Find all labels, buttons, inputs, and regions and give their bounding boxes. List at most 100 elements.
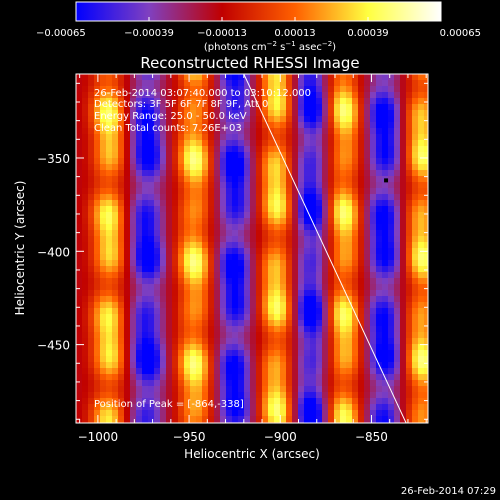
- heatmap-cell: [190, 416, 197, 423]
- heatmap-cell: [136, 236, 143, 243]
- heatmap-cell: [346, 404, 353, 411]
- heatmap-cell: [358, 290, 365, 297]
- heatmap-cell: [94, 164, 101, 171]
- heatmap-cell: [88, 356, 95, 363]
- heatmap-cell: [280, 182, 287, 189]
- heatmap-cell: [412, 122, 419, 129]
- heatmap-cell: [268, 392, 275, 399]
- heatmap-cell: [424, 206, 428, 213]
- heatmap-cell: [262, 254, 269, 261]
- heatmap-cell: [394, 386, 401, 393]
- heatmap-cell: [394, 74, 401, 81]
- heatmap-cell: [382, 254, 389, 261]
- heatmap-cell: [172, 146, 179, 153]
- heatmap-cell: [412, 236, 419, 243]
- heatmap-cell: [340, 146, 347, 153]
- heatmap-cell: [124, 122, 131, 129]
- heatmap-cell: [208, 224, 215, 231]
- heatmap-cell: [202, 296, 209, 303]
- heatmap-cell: [346, 272, 353, 279]
- heatmap-cell: [250, 218, 257, 225]
- heatmap-cell: [310, 110, 317, 117]
- heatmap-cell: [262, 206, 269, 213]
- y-tick-label: −450: [37, 339, 70, 353]
- heatmap-cell: [256, 140, 263, 147]
- heatmap-cell: [178, 296, 185, 303]
- heatmap-cell: [118, 404, 125, 411]
- heatmap-cell: [382, 260, 389, 267]
- heatmap-cell: [130, 260, 137, 267]
- heatmap-cell: [280, 266, 287, 273]
- heatmap-cell: [130, 248, 137, 255]
- heatmap-cell: [292, 212, 299, 219]
- heatmap-cell: [382, 116, 389, 123]
- heatmap-cell: [340, 206, 347, 213]
- heatmap-cell: [160, 416, 167, 423]
- heatmap-cell: [256, 332, 263, 339]
- heatmap-cell: [118, 158, 125, 165]
- heatmap-cell: [178, 86, 185, 93]
- heatmap-cell: [166, 362, 173, 369]
- heatmap-cell: [274, 404, 281, 411]
- heatmap-cell: [154, 122, 161, 129]
- heatmap-cell: [418, 224, 425, 231]
- heatmap-cell: [238, 398, 245, 405]
- heatmap-cell: [148, 266, 155, 273]
- heatmap-cell: [124, 278, 131, 285]
- heatmap-cell: [424, 182, 428, 189]
- heatmap-cell: [394, 350, 401, 357]
- heatmap-cell: [196, 260, 203, 267]
- heatmap-cell: [238, 338, 245, 345]
- heatmap-cell: [418, 356, 425, 363]
- heatmap-cell: [202, 266, 209, 273]
- heatmap-cell: [226, 164, 233, 171]
- heatmap-cell: [358, 284, 365, 291]
- heatmap-cell: [292, 308, 299, 315]
- x-axis-label: Heliocentric X (arcsec): [184, 447, 320, 461]
- heatmap-cell: [274, 266, 281, 273]
- heatmap-cell: [418, 272, 425, 279]
- heatmap-cell: [262, 290, 269, 297]
- heatmap-cell: [118, 80, 125, 87]
- heatmap-cell: [388, 212, 395, 219]
- heatmap-cell: [274, 158, 281, 165]
- heatmap-cell: [346, 212, 353, 219]
- heatmap-cell: [88, 290, 95, 297]
- heatmap-cell: [214, 248, 221, 255]
- heatmap-cell: [316, 344, 323, 351]
- heatmap-cell: [238, 152, 245, 159]
- heatmap-cell: [328, 242, 335, 249]
- heatmap-cell: [394, 278, 401, 285]
- heatmap-cell: [178, 338, 185, 345]
- heatmap-cell: [346, 98, 353, 105]
- heatmap-cell: [322, 284, 329, 291]
- heatmap-cell: [190, 104, 197, 111]
- heatmap-cell: [244, 128, 251, 135]
- heatmap-cell: [112, 104, 119, 111]
- heatmap-cell: [352, 110, 359, 117]
- heatmap-cell: [184, 230, 191, 237]
- heatmap-cell: [346, 296, 353, 303]
- heatmap-cell: [130, 134, 137, 141]
- heatmap-cell: [376, 356, 383, 363]
- heatmap-cell: [262, 284, 269, 291]
- heatmap-cell: [82, 266, 89, 273]
- heatmap-cell: [370, 392, 377, 399]
- heatmap-cell: [220, 314, 227, 321]
- heatmap-cell: [148, 212, 155, 219]
- heatmap-cell: [76, 290, 83, 297]
- heatmap-cell: [208, 296, 215, 303]
- heatmap-cell: [382, 128, 389, 135]
- heatmap-cell: [298, 320, 305, 327]
- heatmap-cell: [118, 236, 125, 243]
- heatmap-cell: [160, 278, 167, 285]
- heatmap-cell: [250, 266, 257, 273]
- heatmap-cell: [424, 200, 428, 207]
- heatmap-cell: [364, 296, 371, 303]
- heatmap-cell: [292, 116, 299, 123]
- heatmap-cell: [154, 218, 161, 225]
- heatmap-cell: [190, 320, 197, 327]
- heatmap-cell: [226, 110, 233, 117]
- heatmap-cell: [76, 194, 83, 201]
- heatmap-cell: [154, 152, 161, 159]
